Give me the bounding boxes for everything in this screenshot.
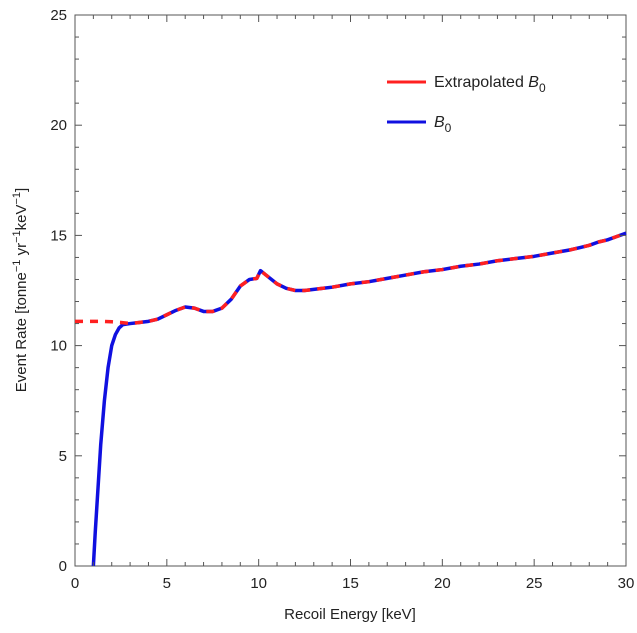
legend-item-b0: B0 (387, 114, 452, 135)
x-tick-label: 30 (618, 575, 635, 592)
y-tick-label: 20 (50, 117, 67, 134)
x-tick-label: 20 (434, 575, 451, 592)
x-axis-label: Recoil Energy [keV] (284, 606, 416, 623)
series-layer (75, 231, 627, 567)
y-tick-label: 10 (50, 338, 67, 355)
legend: Extrapolated B0 B0 (387, 74, 546, 135)
x-tick-label: 0 (71, 575, 79, 592)
y-tick-label: 0 (59, 558, 67, 575)
x-tick-label: 10 (250, 575, 267, 592)
legend-label-extrapolated: Extrapolated B0 (434, 74, 546, 95)
series-line-1 (91, 231, 627, 567)
series-line-0 (75, 231, 627, 326)
y-tick-label: 15 (50, 227, 67, 244)
y-tick-label: 25 (50, 7, 67, 24)
x-tick-label: 15 (342, 575, 359, 592)
legend-item-extrapolated-b0: Extrapolated B0 (387, 74, 546, 95)
x-axis-ticks: 0 5 10 15 20 25 30 (71, 15, 635, 592)
plot-frame (74, 14, 627, 567)
y-axis-label: Event Rate [tonne−1 yr−1keV−1] (11, 188, 30, 392)
x-tick-label: 5 (163, 575, 171, 592)
y-tick-label: 5 (59, 448, 67, 465)
y-axis-ticks: 0 5 10 15 20 25 (50, 7, 626, 575)
plot-area: 0 5 10 15 20 25 30 0 5 10 15 20 25 (50, 7, 634, 592)
legend-label-b0: B0 (434, 114, 452, 135)
x-tick-label: 25 (526, 575, 543, 592)
